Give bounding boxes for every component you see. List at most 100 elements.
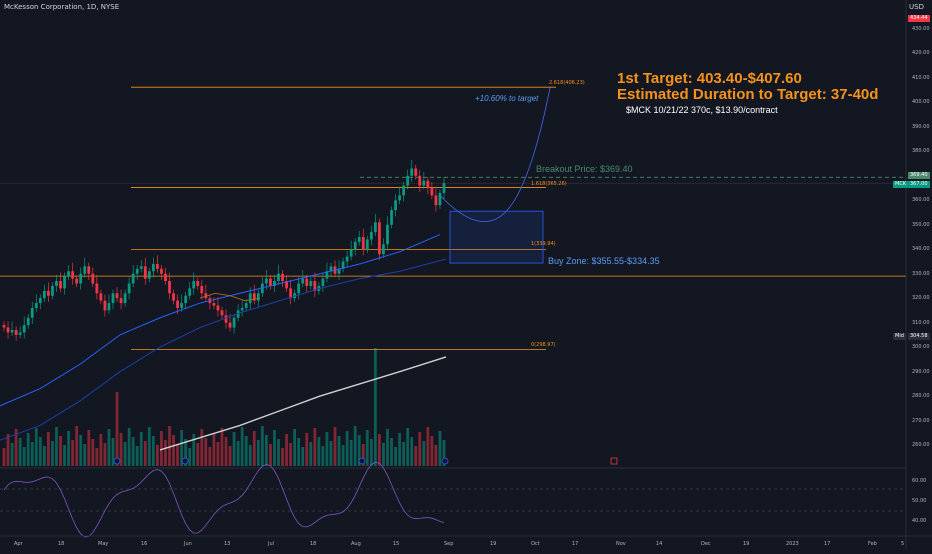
volume-bar (390, 438, 393, 466)
volume-bar (168, 426, 171, 466)
candle-body (438, 192, 442, 206)
rsi-tick-label: 50.00 (912, 498, 926, 504)
volume-bar (442, 440, 446, 466)
volume-bar (228, 446, 232, 466)
date-tick-label: Jun (184, 541, 192, 547)
candles (2, 159, 446, 341)
mid-price-badge: 304.58 (908, 333, 930, 340)
volume-bar (297, 438, 301, 466)
volume-bar (139, 432, 143, 466)
price-tick-label: 380.00 (912, 148, 930, 155)
candle-body (164, 273, 167, 282)
volume-bar (382, 443, 385, 466)
candle-body (273, 281, 276, 286)
candle-body (79, 273, 83, 284)
fib-label-1618: 1.618(365.26) (531, 181, 567, 187)
candle-body (244, 303, 248, 308)
volume-bar (172, 435, 175, 466)
candle-body (260, 283, 264, 294)
volume-bar (6, 434, 10, 466)
price-tick-label: 400.00 (912, 99, 930, 106)
candle-body (373, 222, 377, 233)
candle-body (192, 281, 196, 289)
volume-bar (160, 431, 163, 466)
volume-bar (51, 441, 54, 466)
candle-body (281, 273, 284, 282)
candle-body (30, 307, 34, 318)
price-tick-label: 330.00 (912, 270, 930, 277)
volume-bar (236, 441, 240, 466)
candle-body (398, 195, 401, 201)
date-tick-label: May (98, 541, 109, 547)
volume-bar (305, 433, 309, 466)
volume-bar (135, 446, 139, 466)
volume-bar (232, 432, 236, 466)
candle-body (434, 195, 438, 206)
target-annotation: 1st Target: 403.40-$407.60 (617, 70, 802, 87)
volume-bar (365, 430, 369, 466)
volume-bar (260, 426, 264, 466)
volume-bar (240, 427, 244, 466)
volume-bar (313, 428, 317, 466)
candle-body (394, 200, 397, 211)
volume-bar (414, 446, 418, 466)
candle-body (430, 188, 434, 196)
candle-body (349, 249, 353, 257)
candle-body (402, 185, 406, 196)
chart-overlays (113, 87, 618, 465)
candle-body (369, 232, 373, 240)
date-tick-label: Sep (444, 541, 454, 547)
candle-body (321, 278, 325, 286)
volume-bar (398, 433, 401, 466)
date-tick-label: 14 (656, 541, 663, 547)
candle-body (172, 293, 175, 301)
candle-body (188, 288, 192, 296)
date-tick-label: Nov (616, 541, 626, 547)
date-tick-label: 2023 (786, 541, 799, 547)
price-tick-label: 410.00 (912, 74, 930, 81)
candle-body (99, 293, 103, 301)
top-price-badge: 434.44 (908, 15, 930, 22)
candle-body (414, 168, 418, 176)
currency-label: USD (909, 3, 924, 11)
candle-body (160, 268, 163, 274)
volume-bar (204, 438, 208, 466)
candle-body (10, 329, 14, 333)
candle-body (382, 244, 385, 255)
volume-bar (95, 448, 99, 466)
candle-body (337, 268, 341, 274)
candle-body (422, 180, 426, 186)
volume-bar (369, 439, 373, 466)
volume-bar (26, 433, 30, 466)
percent-to-target-label: +10.60% to target (475, 94, 539, 103)
candle-body (204, 293, 208, 299)
candle-body (196, 281, 200, 286)
event-marker-icon (358, 457, 366, 465)
candle-body (309, 281, 313, 286)
candle-body (103, 300, 107, 311)
candle-body (386, 224, 389, 245)
breakout-price-label: Breakout Price: $369.40 (536, 164, 633, 174)
volume-bar (426, 427, 430, 466)
duration-annotation: Estimated Duration to Target: 37-40d (617, 86, 879, 103)
volume-bar (402, 442, 406, 466)
candle-body (220, 310, 224, 316)
volume-bar (212, 433, 216, 466)
date-tick-label: 15 (393, 541, 400, 547)
volume-bar (38, 437, 42, 466)
candle-body (277, 273, 280, 282)
candle-body (115, 293, 119, 299)
price-tick-label: 280.00 (912, 393, 930, 400)
buy-zone-box (449, 210, 544, 264)
event-marker-icon (113, 457, 121, 465)
date-tick-label: 17 (572, 541, 579, 547)
date-tick-label: 5 (901, 541, 905, 547)
volume-bar (63, 445, 66, 466)
candle-body (248, 293, 252, 304)
rsi-tick-label: 40.00 (912, 518, 926, 524)
volume-bar (252, 431, 256, 466)
candle-body (313, 281, 317, 291)
volume-bar (394, 447, 397, 466)
